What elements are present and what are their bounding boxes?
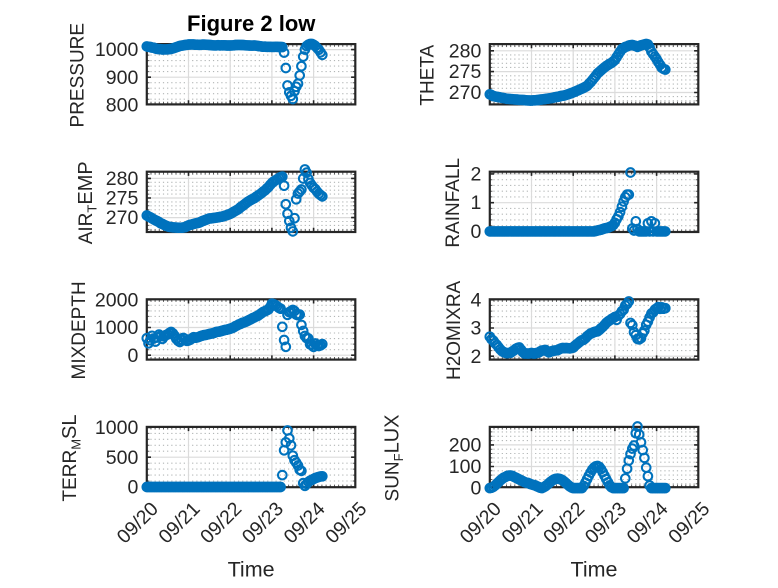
svg-text:2000: 2000 bbox=[95, 289, 139, 311]
svg-text:AIRTEMP: AIRTEMP bbox=[75, 161, 100, 244]
svg-text:0: 0 bbox=[470, 478, 481, 500]
svg-text:500: 500 bbox=[106, 447, 139, 469]
svg-text:0: 0 bbox=[127, 477, 138, 499]
svg-text:PRESSURE: PRESSURE bbox=[68, 23, 89, 128]
svg-text:800: 800 bbox=[106, 94, 139, 116]
svg-text:1000: 1000 bbox=[95, 417, 139, 439]
svg-text:Time: Time bbox=[571, 558, 618, 582]
svg-text:MIXDEPTH: MIXDEPTH bbox=[69, 281, 90, 379]
svg-text:270: 270 bbox=[106, 207, 139, 229]
svg-text:SUNFLUX: SUNFLUX bbox=[382, 415, 407, 502]
svg-text:H2OMIXRA: H2OMIXRA bbox=[444, 280, 465, 380]
svg-text:200: 200 bbox=[449, 435, 482, 457]
svg-text:1000: 1000 bbox=[95, 39, 139, 61]
svg-text:RAINFALL: RAINFALL bbox=[443, 158, 464, 248]
svg-text:TERRMSL: TERRMSL bbox=[59, 414, 84, 501]
svg-text:275: 275 bbox=[106, 188, 139, 210]
svg-text:THETA: THETA bbox=[417, 44, 438, 105]
svg-text:2: 2 bbox=[470, 346, 481, 368]
svg-text:Time: Time bbox=[228, 558, 275, 582]
svg-text:270: 270 bbox=[449, 82, 482, 104]
svg-text:0: 0 bbox=[127, 345, 138, 367]
svg-text:275: 275 bbox=[449, 61, 482, 83]
svg-text:0: 0 bbox=[470, 221, 481, 243]
svg-text:Figure 2 low: Figure 2 low bbox=[187, 11, 316, 36]
svg-text:100: 100 bbox=[449, 456, 482, 478]
svg-text:1: 1 bbox=[470, 192, 481, 214]
svg-text:280: 280 bbox=[106, 168, 139, 190]
svg-text:1000: 1000 bbox=[95, 317, 139, 339]
svg-text:3: 3 bbox=[470, 318, 481, 340]
svg-text:4: 4 bbox=[470, 289, 481, 311]
svg-text:280: 280 bbox=[449, 40, 482, 62]
svg-text:900: 900 bbox=[106, 67, 139, 89]
svg-text:2: 2 bbox=[470, 164, 481, 186]
